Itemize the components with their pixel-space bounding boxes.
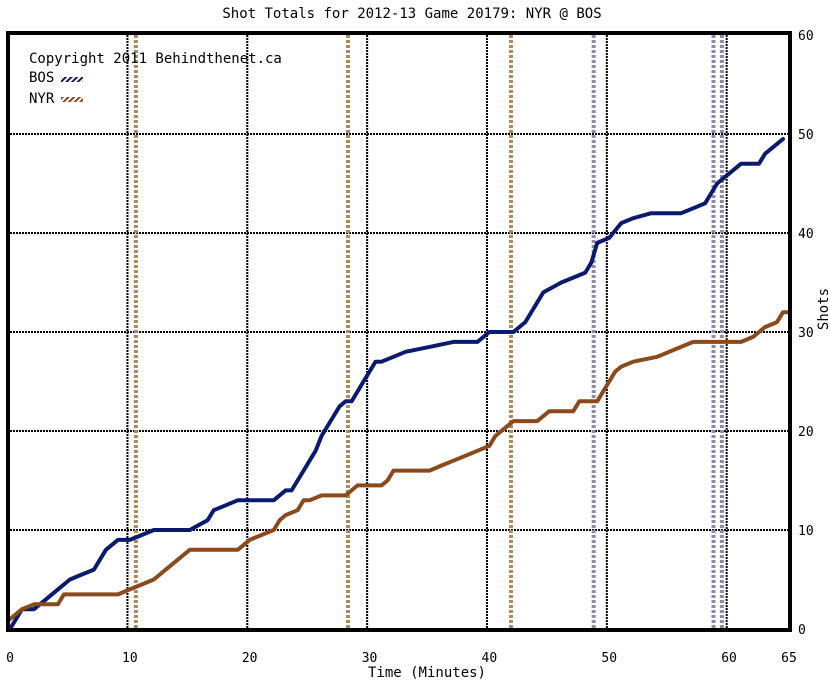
y-tick-label-60: 60 bbox=[798, 29, 814, 44]
copyright-text: Copyright 2011 Behindthenet.ca bbox=[29, 51, 282, 67]
x-tick-label-0: 0 bbox=[6, 651, 14, 666]
series-lines bbox=[8, 137, 791, 631]
chart-title: Shot Totals for 2012-13 Game 20179: NYR … bbox=[222, 6, 601, 22]
legend-swatch-nyr bbox=[61, 97, 83, 102]
legend-swatch-bos bbox=[61, 77, 83, 82]
x-tick-label-10: 10 bbox=[122, 651, 138, 666]
series-line-nyr bbox=[8, 310, 791, 622]
x-axis-label: Time (Minutes) bbox=[368, 665, 486, 680]
goal-lines bbox=[126, 35, 728, 629]
y-tick-label-10: 10 bbox=[798, 524, 814, 539]
x-tick-labels: 0 10 20 30 40 50 60 65 bbox=[6, 651, 797, 666]
x-tick-label-60: 60 bbox=[721, 651, 737, 666]
y-tick-label-0: 0 bbox=[798, 623, 806, 638]
y-tick-label-20: 20 bbox=[798, 425, 814, 440]
x-tick-label-20: 20 bbox=[242, 651, 258, 666]
series-line-bos bbox=[8, 137, 785, 631]
x-tick-label-65: 65 bbox=[781, 651, 797, 666]
legend: Copyright 2011 Behindthenet.ca BOS NYR bbox=[29, 51, 282, 107]
legend-label-nyr: NYR bbox=[29, 91, 55, 107]
plot-frame bbox=[6, 31, 792, 632]
x-tick-label-40: 40 bbox=[482, 651, 498, 666]
penalty-markers bbox=[133, 35, 724, 629]
x-tick-label-50: 50 bbox=[601, 651, 617, 666]
y-tick-label-30: 30 bbox=[798, 326, 814, 341]
y-axis-label: Shots bbox=[816, 288, 830, 330]
x-tick-label-30: 30 bbox=[362, 651, 378, 666]
y-tick-label-40: 40 bbox=[798, 227, 814, 242]
grid-layer bbox=[10, 133, 789, 531]
legend-label-bos: BOS bbox=[29, 70, 54, 86]
y-tick-label-50: 50 bbox=[798, 128, 814, 143]
y-tick-labels: 0 10 20 30 40 50 60 bbox=[798, 29, 814, 638]
